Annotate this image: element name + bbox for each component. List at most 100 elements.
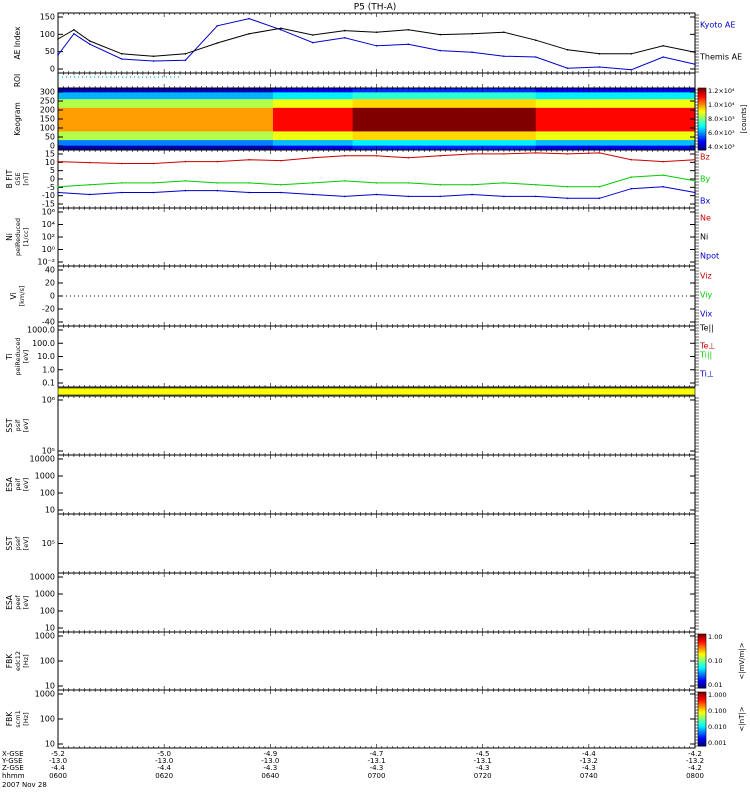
- keogram-cell: [257, 99, 266, 109]
- keogram-cell: [464, 88, 473, 93]
- b-series-by-point: [375, 182, 378, 184]
- keogram-cell: [193, 131, 202, 141]
- panel-fbk-scm1-colorbar-swatch: [698, 740, 706, 743]
- keogram-cell: [81, 145, 91, 151]
- panel-esa-e-frame: [57, 572, 696, 633]
- panel-fbk-scm1-colorbar-swatch: [698, 714, 706, 717]
- keogram-colorbar-swatch: [698, 137, 706, 140]
- keogram-cell: [655, 88, 664, 93]
- legend-b-bx: Bx: [700, 197, 710, 206]
- b-series-bz-point: [216, 160, 219, 163]
- keogram-cell: [392, 145, 401, 151]
- keogram-cell: [376, 107, 386, 132]
- keogram-cell: [352, 92, 362, 100]
- keogram-cell: [368, 131, 378, 141]
- time-axis-value: 0620: [155, 772, 173, 780]
- keogram-cell: [464, 140, 473, 146]
- keogram-cell: [312, 92, 322, 100]
- legend-ti-1: Te⊥: [699, 342, 715, 351]
- b-series-bx-point: [89, 193, 91, 196]
- keogram-cell: [137, 92, 147, 100]
- keogram-cell: [432, 88, 441, 93]
- time-axis-value: -5.0: [157, 750, 171, 758]
- b-series-by-point: [248, 182, 250, 184]
- keogram-colorbar-swatch: [698, 119, 706, 122]
- keogram-cell: [233, 140, 242, 146]
- ae-series-1-point: [280, 27, 282, 30]
- keogram-cell: [265, 92, 274, 100]
- panel-ylabel-line: [eV]: [22, 419, 30, 433]
- keogram-cell: [559, 88, 569, 93]
- keogram-cell: [344, 145, 354, 151]
- keogram-cell: [241, 131, 250, 141]
- keogram-cell: [535, 131, 545, 141]
- keogram-cell: [384, 99, 394, 109]
- keogram-cell: [416, 140, 425, 146]
- keogram-cell: [288, 88, 298, 93]
- time-axis-value: 0600: [49, 772, 67, 780]
- keogram-cell: [65, 131, 75, 141]
- keogram-cell: [679, 107, 688, 132]
- panel-fbk-edc12-ytick-label: 10: [45, 682, 55, 691]
- keogram-cell: [599, 140, 609, 146]
- keogram-cell: [312, 140, 322, 146]
- time-axis-value: -13.2: [686, 757, 704, 765]
- keogram-cell: [177, 145, 186, 151]
- keogram-cell: [169, 99, 179, 109]
- keogram-cell: [233, 107, 242, 132]
- keogram-cell: [448, 99, 457, 109]
- panel-esa-i-frame: [57, 454, 696, 515]
- keogram-cell: [376, 88, 386, 93]
- keogram-cell: [440, 92, 449, 100]
- panel-fbk-edc12-colorbar-swatch: [698, 683, 706, 686]
- keogram-cell: [105, 92, 115, 100]
- keogram-cell: [193, 140, 202, 146]
- b-series-bx-point: [57, 191, 59, 194]
- b-series-by-point: [566, 185, 569, 188]
- keogram-colorbar-swatch: [698, 125, 706, 128]
- keogram-cell: [631, 92, 640, 100]
- panel-fbk-edc12-colorbar-swatch: [698, 646, 706, 648]
- panel-esa-e-ylabel: ESA peef [eV]: [5, 594, 30, 610]
- keogram-cell: [464, 145, 473, 151]
- keogram-cell: [392, 99, 401, 109]
- keogram-cell: [408, 88, 417, 93]
- panel-ni-ytick-label: 10⁻²: [37, 258, 55, 267]
- keogram-cell: [543, 131, 553, 141]
- keogram-cell: [312, 107, 322, 132]
- keogram-cell: [257, 88, 266, 93]
- keogram-cell: [280, 88, 290, 93]
- keogram-cell: [97, 145, 107, 151]
- panel-fbk-scm1-colorbar-swatch: [698, 698, 706, 701]
- panel-ylabel-line: psef: [14, 536, 22, 551]
- keogram-cell: [312, 145, 322, 151]
- keogram-cell: [201, 99, 210, 109]
- panel-ni-ylabel: Ni peiReduced [1/cc]: [5, 218, 30, 256]
- keogram-cell: [320, 107, 330, 132]
- keogram-cell: [408, 99, 417, 109]
- keogram-cell: [73, 107, 83, 132]
- keogram-cell: [185, 140, 194, 146]
- keogram-cell: [249, 145, 258, 151]
- keogram-cell: [511, 131, 521, 141]
- keogram-cell: [376, 92, 386, 100]
- keogram-cell: [503, 92, 513, 100]
- legend-ni-0: Ne: [700, 214, 711, 223]
- keogram-cell: [113, 92, 123, 100]
- panel-ylabel-line: Vi: [9, 292, 18, 299]
- keogram-cell: [679, 88, 688, 93]
- panel-ylabel-line: [eV]: [22, 537, 30, 551]
- panel-fbk-edc12-colorbar-swatch: [698, 675, 706, 678]
- keogram-cell: [233, 99, 242, 109]
- b-series-bz-point: [120, 162, 123, 165]
- keogram-cell: [527, 107, 537, 132]
- keogram-cell: [480, 145, 489, 151]
- panel-fbk-edc12-colorbar-tick: 0.01: [708, 681, 722, 689]
- keogram-cell: [97, 92, 107, 100]
- panel-fbk-scm1-colorbar-swatch: [698, 696, 706, 698]
- keogram-cell: [456, 145, 465, 151]
- ae-series-1-point: [375, 31, 378, 33]
- keogram-cell: [58, 88, 67, 93]
- keogram-cell: [495, 92, 505, 100]
- keogram-cell: [360, 145, 370, 151]
